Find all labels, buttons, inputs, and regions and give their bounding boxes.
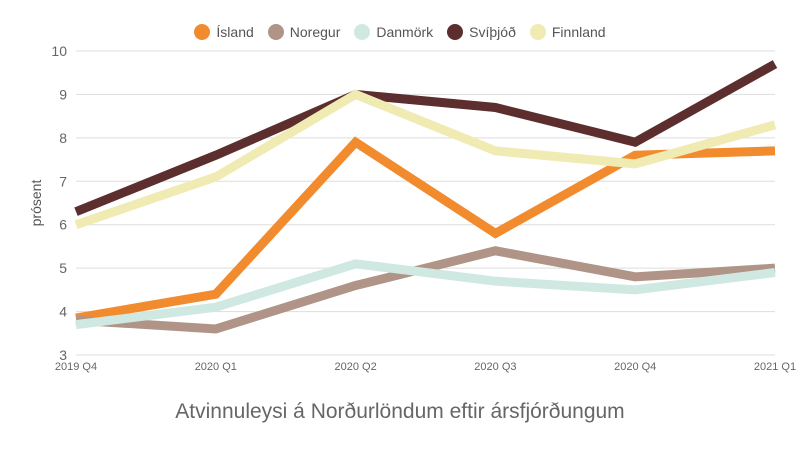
legend-item[interactable]: Ísland xyxy=(194,24,254,40)
x-tick-label: 2020 Q4 xyxy=(614,361,656,373)
y-tick-label: 7 xyxy=(59,173,67,189)
legend-item[interactable]: Finnland xyxy=(529,24,606,40)
y-tick-label: 8 xyxy=(59,130,67,146)
y-tick-label: 6 xyxy=(59,217,67,233)
series-line-Svíþjóð xyxy=(74,60,778,216)
y-tick-label: 3 xyxy=(59,347,67,363)
x-tick-label: 2020 Q3 xyxy=(474,361,516,373)
legend-label: Danmörk xyxy=(376,24,434,40)
legend-label: Noregur xyxy=(289,24,341,40)
legend-item[interactable]: Noregur xyxy=(267,24,341,40)
legend-swatch-icon xyxy=(267,24,284,40)
legend-swatch-icon xyxy=(194,24,211,40)
legend-swatch-icon xyxy=(447,24,464,40)
series-line-Finnland xyxy=(74,89,777,229)
y-tick-label: 5 xyxy=(59,260,67,276)
x-tick-label: 2020 Q1 xyxy=(195,361,237,373)
legend-label: Ísland xyxy=(216,24,254,40)
legend-swatch-icon xyxy=(529,24,546,40)
x-tick-label: 2019 Q4 xyxy=(55,361,97,373)
x-tick-label: 2021 Q1 xyxy=(754,361,796,373)
legend-item[interactable]: Danmörk xyxy=(354,24,433,40)
y-tick-label: 4 xyxy=(59,304,67,320)
legend-swatch-icon xyxy=(354,24,371,40)
y-tick-label: 9 xyxy=(59,86,67,102)
y-axis-label: prósent xyxy=(28,179,44,227)
legend-item[interactable]: Svíþjóð xyxy=(447,24,516,40)
legend-label: Finnland xyxy=(551,24,606,40)
legend-label: Svíþjóð xyxy=(469,24,516,40)
x-tick-label: 2020 Q2 xyxy=(334,361,376,373)
chart-title: Atvinnuleysi á Norðurlöndum eftir ársfjó… xyxy=(175,400,625,423)
series-line-Danmörk xyxy=(75,259,776,330)
legend: Ísland Noregur Danmörk Svíþjóð Finnland xyxy=(0,24,800,40)
y-tick-label: 10 xyxy=(51,43,67,59)
